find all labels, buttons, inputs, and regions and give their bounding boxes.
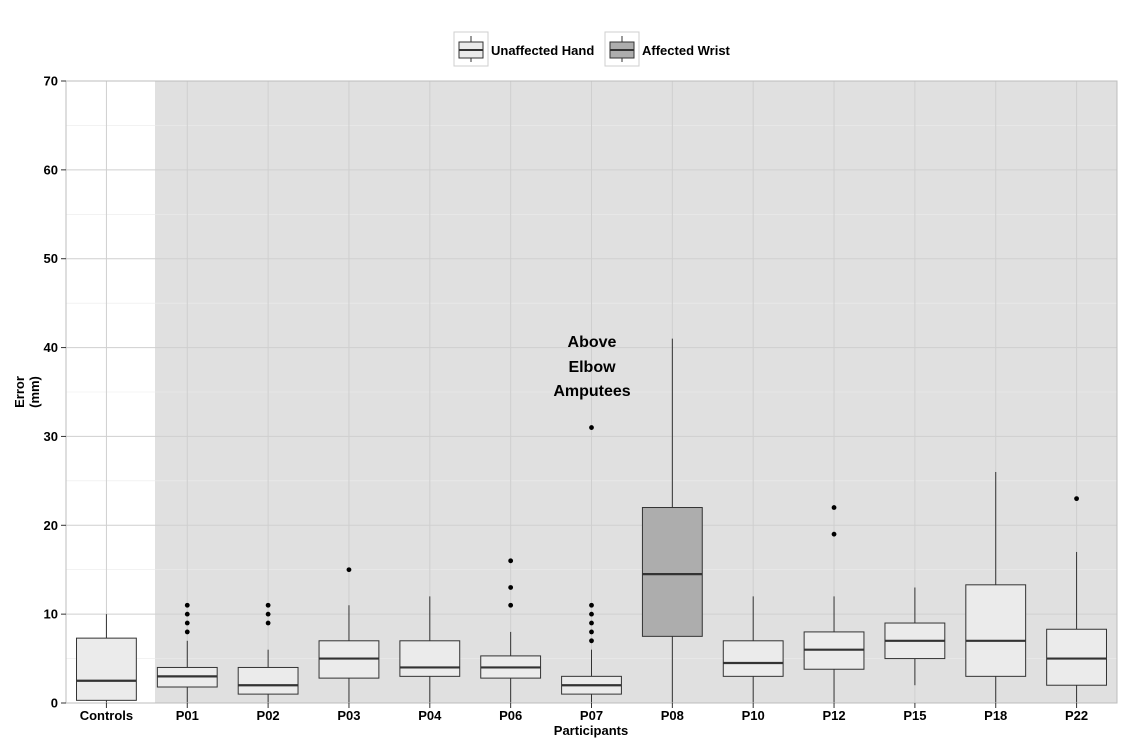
boxes-layer xyxy=(76,338,1107,703)
x-tick-label: P18 xyxy=(984,708,1007,723)
box-iqr xyxy=(722,640,784,677)
annotation-above-elbow-amputees: Above Elbow Amputees xyxy=(553,334,630,400)
outlier-point xyxy=(184,611,190,617)
box-p06 xyxy=(480,558,542,703)
y-axis-title-line1: Error xyxy=(12,376,27,408)
x-axis: Controls P01 P02 P03 P04 P06 P07 P08 P10 P12 P15 P1… xyxy=(80,703,1088,723)
outlier-point xyxy=(265,620,271,626)
annotation-line-1: Above xyxy=(568,334,617,351)
box-p03 xyxy=(318,567,380,703)
box-p04 xyxy=(399,596,461,703)
outlier-point xyxy=(831,505,837,510)
x-tick-label: Controls xyxy=(80,708,133,723)
outlier-point xyxy=(589,638,594,644)
outlier-point xyxy=(265,602,271,608)
outlier-point xyxy=(184,602,190,608)
box-iqr xyxy=(1046,628,1107,686)
y-tick-label: 20 xyxy=(44,518,58,533)
box-iqr xyxy=(965,584,1027,677)
x-tick-label: P06 xyxy=(499,708,522,723)
outlier-point xyxy=(589,629,594,635)
box-p22 xyxy=(1046,496,1107,703)
outlier-point xyxy=(589,611,594,617)
outlier-point xyxy=(265,611,271,617)
outlier-point xyxy=(589,602,594,608)
box-iqr xyxy=(237,666,299,695)
annotation-line-2: Elbow xyxy=(568,359,616,376)
x-tick-label: P22 xyxy=(1065,708,1088,723)
x-tick-label: P01 xyxy=(176,708,199,723)
x-tick-label: P10 xyxy=(742,708,765,723)
y-tick-label: 50 xyxy=(44,251,58,266)
legend-label-affected-wrist: Affected Wrist xyxy=(642,43,731,58)
x-tick-label: P03 xyxy=(337,708,360,723)
legend-item-affected-wrist: Affected Wrist xyxy=(604,31,731,67)
box-p08 xyxy=(641,338,703,703)
y-tick-label: 60 xyxy=(44,162,58,177)
y-tick-label: 70 xyxy=(44,74,58,89)
annotation-line-3: Amputees xyxy=(553,383,630,400)
outlier-point xyxy=(831,531,837,537)
outlier-point xyxy=(508,585,514,590)
box-p01 xyxy=(156,602,218,703)
legend: Unaffected Hand Affected Wrist xyxy=(453,31,731,67)
y-axis-title-line2: (mm) xyxy=(27,376,42,408)
y-axis-title: Error (mm) xyxy=(12,376,42,408)
plot-panel xyxy=(65,80,1118,704)
box-iqr xyxy=(641,507,703,637)
outlier-point xyxy=(508,558,514,564)
outlier-point xyxy=(184,629,190,635)
legend-item-unaffected-hand: Unaffected Hand xyxy=(453,31,594,67)
box-p12 xyxy=(803,505,865,703)
y-axis: 0 10 20 30 40 50 60 70 xyxy=(44,74,66,711)
y-tick-label: 10 xyxy=(44,607,58,622)
outlier-point xyxy=(184,620,190,626)
y-tick-label: 30 xyxy=(44,429,58,444)
x-tick-label: P08 xyxy=(661,708,684,723)
box-p15 xyxy=(884,587,946,686)
box-controls xyxy=(76,614,137,703)
x-tick-label: P04 xyxy=(418,708,442,723)
outlier-point xyxy=(346,567,352,573)
box-p10 xyxy=(722,596,784,703)
outlier-point xyxy=(589,620,594,626)
x-tick-label: P02 xyxy=(257,708,280,723)
x-tick-label: P07 xyxy=(580,708,603,723)
outlier-point xyxy=(508,602,514,608)
x-tick-label: P12 xyxy=(822,708,845,723)
x-axis-title: Participants xyxy=(554,723,628,738)
box-p02 xyxy=(237,602,299,703)
legend-label-unaffected-hand: Unaffected Hand xyxy=(491,43,594,58)
box-p18 xyxy=(965,471,1027,703)
box-iqr xyxy=(399,640,461,677)
y-tick-label: 40 xyxy=(44,340,58,355)
x-tick-label: P15 xyxy=(903,708,926,723)
box-iqr xyxy=(76,637,137,701)
box-p07 xyxy=(561,425,622,703)
outlier-point xyxy=(589,425,594,430)
y-tick-label: 0 xyxy=(51,696,58,711)
outlier-point xyxy=(1074,496,1079,502)
